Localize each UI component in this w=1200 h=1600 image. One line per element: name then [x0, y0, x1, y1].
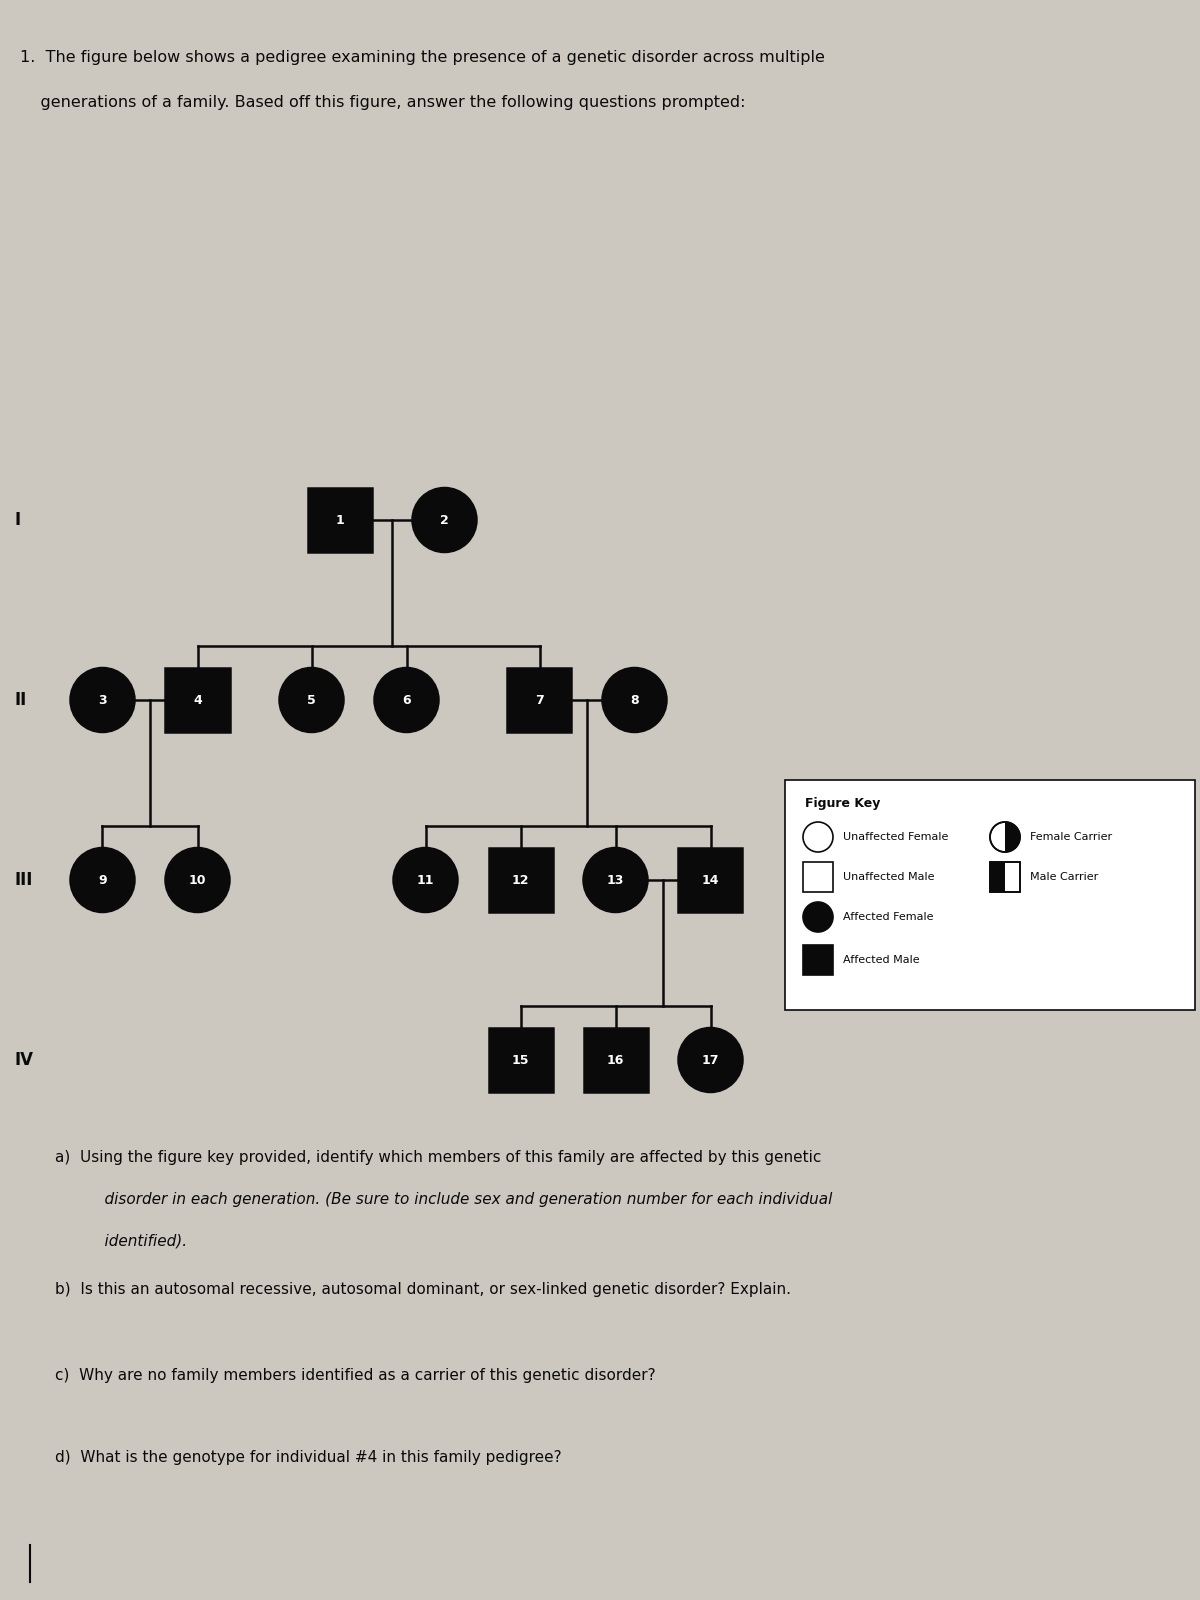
Wedge shape: [1006, 822, 1020, 851]
Text: a)  Using the figure key provided, identify which members of this family are aff: a) Using the figure key provided, identi…: [55, 1150, 821, 1165]
Circle shape: [71, 669, 134, 733]
Text: II: II: [14, 691, 28, 709]
FancyBboxPatch shape: [785, 779, 1195, 1010]
FancyBboxPatch shape: [678, 848, 743, 912]
Text: 13: 13: [607, 874, 624, 886]
Text: 7: 7: [535, 693, 544, 707]
Circle shape: [71, 848, 134, 912]
Text: 9: 9: [98, 874, 107, 886]
FancyBboxPatch shape: [990, 862, 1006, 893]
Text: 4: 4: [193, 693, 202, 707]
FancyBboxPatch shape: [488, 1029, 552, 1091]
Text: b)  Is this an autosomal recessive, autosomal dominant, or sex-linked genetic di: b) Is this an autosomal recessive, autos…: [55, 1282, 791, 1298]
Text: 3: 3: [98, 693, 107, 707]
FancyBboxPatch shape: [583, 1029, 648, 1091]
Circle shape: [602, 669, 666, 733]
FancyBboxPatch shape: [803, 862, 833, 893]
Text: 10: 10: [188, 874, 206, 886]
Text: Affected Female: Affected Female: [842, 912, 934, 922]
Text: Unaffected Female: Unaffected Female: [842, 832, 948, 842]
Text: Male Carrier: Male Carrier: [1030, 872, 1098, 882]
Circle shape: [803, 822, 833, 851]
Text: 8: 8: [630, 693, 638, 707]
Circle shape: [394, 848, 457, 912]
Text: 17: 17: [702, 1053, 719, 1067]
Circle shape: [803, 902, 833, 931]
Circle shape: [374, 669, 438, 733]
FancyBboxPatch shape: [488, 848, 552, 912]
Text: c)  Why are no family members identified as a carrier of this genetic disorder?: c) Why are no family members identified …: [55, 1368, 655, 1382]
Text: disorder in each generation. (Be sure to include sex and generation number for e: disorder in each generation. (Be sure to…: [85, 1192, 833, 1206]
Text: IV: IV: [14, 1051, 34, 1069]
FancyBboxPatch shape: [990, 862, 1020, 893]
Circle shape: [678, 1029, 743, 1091]
FancyBboxPatch shape: [308, 488, 372, 552]
Text: 1.  The figure below shows a pedigree examining the presence of a genetic disord: 1. The figure below shows a pedigree exa…: [20, 50, 824, 66]
Circle shape: [413, 488, 476, 552]
Circle shape: [166, 848, 229, 912]
Circle shape: [583, 848, 648, 912]
Text: 12: 12: [511, 874, 529, 886]
Text: Figure Key: Figure Key: [805, 797, 881, 810]
Text: 16: 16: [607, 1053, 624, 1067]
Text: 11: 11: [416, 874, 434, 886]
Text: identified).: identified).: [85, 1234, 187, 1250]
Text: 15: 15: [511, 1053, 529, 1067]
Circle shape: [280, 669, 343, 733]
Text: 5: 5: [307, 693, 316, 707]
Text: III: III: [14, 870, 34, 890]
Text: 2: 2: [440, 514, 449, 526]
FancyBboxPatch shape: [803, 946, 833, 974]
Text: Unaffected Male: Unaffected Male: [842, 872, 935, 882]
Text: d)  What is the genotype for individual #4 in this family pedigree?: d) What is the genotype for individual #…: [55, 1450, 562, 1466]
Text: 6: 6: [402, 693, 410, 707]
Text: I: I: [14, 510, 22, 530]
FancyBboxPatch shape: [166, 669, 229, 733]
Text: Female Carrier: Female Carrier: [1030, 832, 1112, 842]
Text: 14: 14: [702, 874, 719, 886]
FancyBboxPatch shape: [508, 669, 571, 733]
Text: 1: 1: [336, 514, 344, 526]
Text: Affected Male: Affected Male: [842, 955, 919, 965]
Circle shape: [990, 822, 1020, 851]
Text: generations of a family. Based off this figure, answer the following questions p: generations of a family. Based off this …: [20, 94, 745, 110]
